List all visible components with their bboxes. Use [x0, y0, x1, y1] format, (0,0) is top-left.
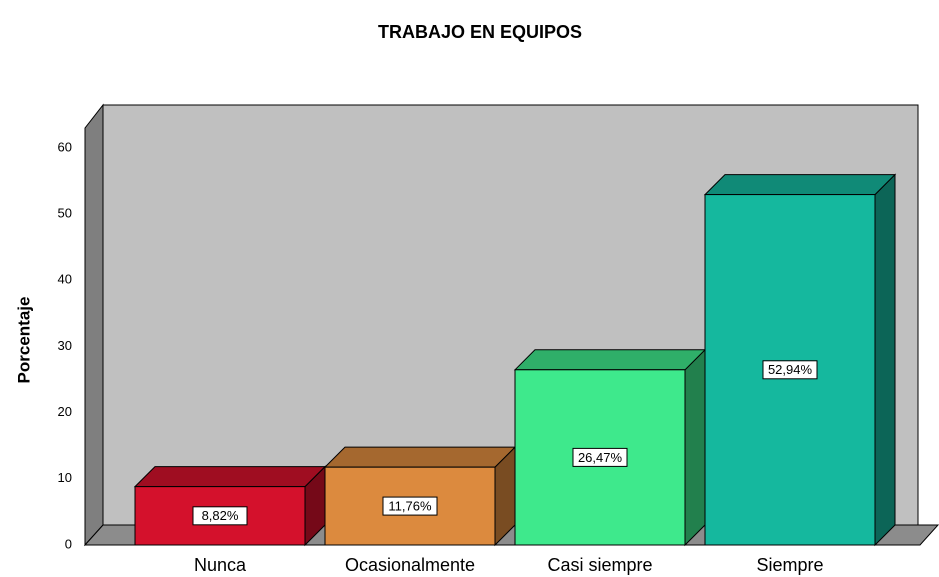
- x-tick-label: Casi siempre: [547, 555, 652, 575]
- y-axis-label: Porcentaje: [14, 297, 33, 384]
- y-tick-label: 60: [58, 139, 72, 154]
- chart-title: TRABAJO EN EQUIPOS: [378, 22, 582, 42]
- bar-top: [513, 349, 707, 371]
- bar-top: [703, 174, 897, 196]
- bar-side: [874, 173, 896, 547]
- y-tick-label: 50: [58, 205, 72, 220]
- y-tick-label: 0: [65, 536, 72, 551]
- y-tick-label: 30: [58, 338, 72, 353]
- value-label-box: [762, 360, 818, 380]
- left-wall: [84, 103, 104, 547]
- bar-top: [133, 466, 327, 488]
- value-label: 8,82%: [202, 508, 239, 523]
- y-tick-label: 40: [58, 272, 72, 287]
- value-label-box: [192, 506, 248, 526]
- x-tick-label: Siempre: [756, 555, 823, 575]
- bar-side: [684, 348, 706, 547]
- value-label: 52,94%: [768, 362, 813, 377]
- value-label-box: [572, 447, 628, 467]
- value-label: 11,76%: [388, 499, 432, 514]
- y-tick-label: 20: [58, 404, 72, 419]
- x-tick-label: Nunca: [194, 555, 247, 575]
- bar-top: [323, 446, 517, 468]
- value-label: 26,47%: [578, 450, 623, 465]
- y-tick-label: 10: [58, 470, 72, 485]
- value-label-box: [382, 496, 438, 516]
- x-tick-label: Ocasionalmente: [345, 555, 475, 575]
